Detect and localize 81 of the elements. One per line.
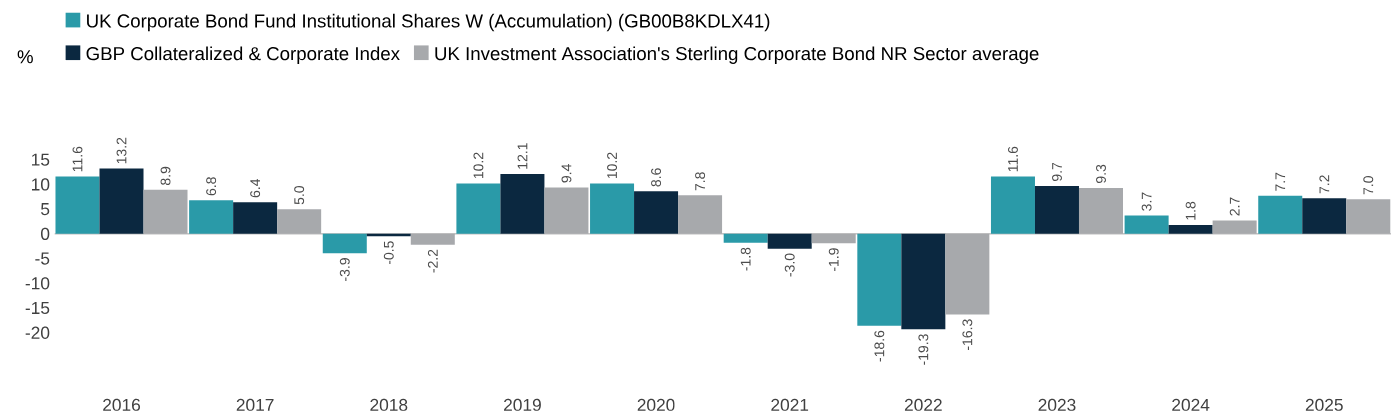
data-label: 9.4 (561, 164, 572, 183)
data-label: 11.6 (1008, 146, 1018, 172)
data-label: -19.3 (918, 334, 929, 365)
bar (634, 191, 679, 234)
x-tick-label: 2023 (1038, 398, 1076, 411)
y-tick-label: -10 (25, 277, 50, 290)
bar (723, 233, 768, 243)
data-label: 9.3 (1096, 164, 1106, 184)
bar (678, 195, 723, 234)
x-tick-label: 2020 (637, 398, 675, 411)
bar (1168, 225, 1213, 234)
y-axis-title: % (17, 50, 33, 64)
data-label: -3.9 (339, 258, 350, 282)
bar (410, 233, 455, 245)
data-label: 7.7 (1275, 172, 1286, 191)
data-label: -2.2 (427, 249, 438, 273)
bar (322, 233, 367, 254)
y-tick-label: 0 (41, 227, 50, 241)
data-label: 1.8 (1185, 201, 1196, 220)
data-label: 10.2 (473, 152, 484, 179)
bar (990, 176, 1035, 234)
data-label: 5.0 (294, 186, 305, 205)
y-tick-label: 10 (32, 178, 50, 191)
x-tick-label: 2024 (1172, 398, 1210, 411)
x-tick-label: 2018 (370, 398, 408, 411)
bar (456, 183, 501, 234)
bar (233, 202, 278, 234)
data-label: 3.7 (1141, 192, 1152, 211)
data-label: -0.5 (383, 241, 394, 265)
data-label: 10.2 (607, 152, 618, 179)
data-label: 7.8 (695, 172, 706, 191)
data-label: 7.2 (1319, 175, 1330, 194)
bar (1034, 186, 1079, 234)
x-tick-label: 2016 (103, 398, 141, 411)
bar (1124, 215, 1169, 234)
bar (1212, 220, 1257, 234)
y-tick-label: -20 (25, 326, 50, 339)
bar (544, 187, 589, 234)
x-tick-label: 2017 (236, 398, 274, 411)
data-label: -18.6 (874, 330, 885, 362)
data-label: -3.0 (784, 253, 795, 277)
bar (1258, 195, 1303, 234)
bar (1302, 198, 1347, 234)
data-label: 8.9 (160, 166, 171, 186)
bar (945, 233, 990, 315)
y-tick-label: 5 (41, 203, 50, 216)
data-label: 2.7 (1229, 197, 1240, 216)
bar (143, 189, 188, 234)
data-label: 8.6 (651, 168, 662, 187)
legend-label: UK Corporate Bond Fund Institutional Shares W (Accumulation) (GB00B8KDLX41) (87, 13, 770, 32)
legend-label: GBP Collateralized & Corporate Index (86, 46, 400, 65)
data-label: 12.1 (517, 143, 528, 169)
bar (277, 209, 322, 234)
y-tick-label: 15 (32, 153, 50, 166)
y-tick-label: -5 (35, 252, 50, 265)
data-label: 13.2 (116, 137, 127, 164)
bar (1078, 188, 1123, 234)
x-tick-label: 2021 (771, 398, 809, 411)
bar (189, 200, 234, 234)
bar (857, 233, 902, 326)
data-label: -1.9 (828, 248, 839, 272)
data-label: -1.8 (740, 247, 751, 271)
data-label: -16.3 (962, 319, 973, 351)
data-label: 11.6 (72, 146, 83, 172)
data-label: 6.4 (250, 179, 261, 198)
x-tick-label: 2025 (1305, 398, 1343, 411)
bar (55, 176, 100, 234)
data-label: 6.8 (206, 177, 217, 196)
bar (811, 233, 856, 244)
bar (500, 174, 545, 234)
x-tick-label: 2019 (504, 398, 541, 411)
data-label: 7.0 (1363, 176, 1374, 195)
bar (901, 233, 946, 330)
bar (99, 168, 144, 234)
data-label: 9.7 (1052, 163, 1062, 182)
legend-label: UK Investment Association's Sterling Corporate Bond NR Sector average (435, 46, 1039, 65)
bar (590, 183, 635, 234)
y-tick-label: -15 (25, 302, 50, 315)
bar (1346, 199, 1391, 234)
bar (767, 233, 812, 249)
x-tick-label: 2022 (904, 398, 942, 411)
